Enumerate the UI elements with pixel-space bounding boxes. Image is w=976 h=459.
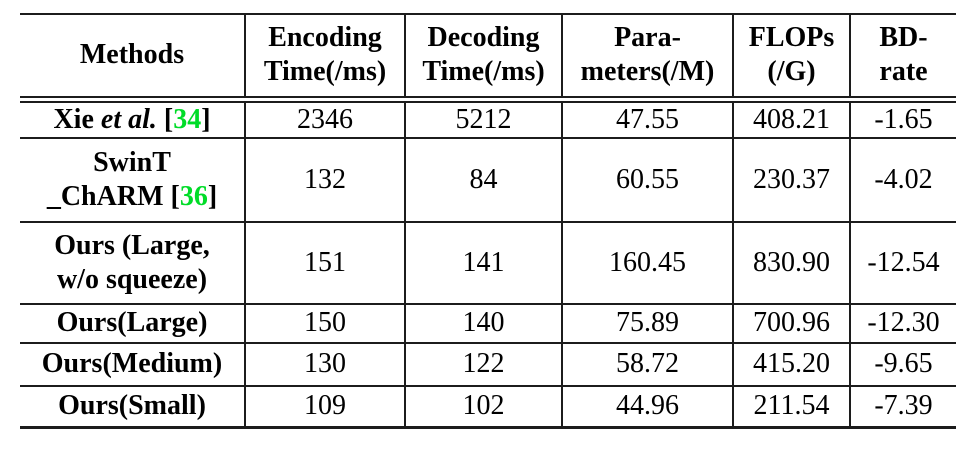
method-name: Xie	[53, 103, 94, 135]
col-header-flops: FLOPs (/G)	[733, 13, 851, 103]
value-parameters: 60.55	[562, 138, 734, 224]
value-flops: 415.20	[733, 343, 851, 388]
method-cell-swint-charm: SwinT _ChARM [36]	[20, 138, 246, 224]
method-name: _ChARM	[46, 181, 171, 213]
value-bd-rate: -12.30	[850, 304, 956, 345]
col-header-line: meters(/M)	[580, 56, 715, 88]
table-row-swint-charm: SwinT _ChARM [36] 132 84 60.55 230.37 -4…	[20, 138, 956, 224]
value-decoding-time: 141	[405, 222, 563, 306]
method-cell-xie: Xie et al. [34]	[20, 99, 246, 140]
value-decoding-time: 5212	[405, 99, 563, 140]
col-header-line: Decoding	[427, 21, 540, 53]
results-table-container: Methods Encoding Time(/ms) Decoding Time…	[20, 13, 956, 429]
col-header-line: Encoding	[268, 21, 382, 53]
value-decoding-time: 122	[405, 343, 563, 388]
value-bd-rate: -7.39	[850, 386, 956, 429]
value-parameters: 160.45	[562, 222, 734, 306]
table-row-ours-large: Ours(Large) 150 140 75.89 700.96 -12.30	[20, 304, 956, 345]
header-row: Methods Encoding Time(/ms) Decoding Time…	[20, 13, 956, 103]
col-header-line: Time(/ms)	[422, 56, 545, 88]
value-decoding-time: 102	[405, 386, 563, 429]
value-bd-rate: -12.54	[850, 222, 956, 306]
method-cell-ours-large: Ours(Large)	[20, 304, 246, 345]
col-header-line: Time(/ms)	[263, 56, 387, 88]
method-line: w/o squeeze)	[56, 264, 208, 296]
method-cell-ours-small: Ours(Small)	[20, 386, 246, 429]
col-header-parameters: Para- meters(/M)	[562, 13, 734, 103]
value-encoding-time: 130	[245, 343, 406, 388]
col-header-encoding-time: Encoding Time(/ms)	[245, 13, 406, 103]
table-row-ours-small: Ours(Small) 109 102 44.96 211.54 -7.39	[20, 386, 956, 429]
col-header-line: Para-	[614, 21, 681, 53]
col-header-bd-rate: BD- rate	[850, 13, 956, 103]
col-header-line: BD-	[879, 21, 928, 53]
citation-bracket: [	[170, 181, 180, 213]
value-flops: 700.96	[733, 304, 851, 345]
value-encoding-time: 132	[245, 138, 406, 224]
col-header-line: FLOPs	[748, 21, 835, 53]
citation-bracket: ]	[207, 181, 218, 213]
value-bd-rate: -4.02	[850, 138, 956, 224]
value-decoding-time: 140	[405, 304, 563, 345]
col-header-methods-label: Methods	[79, 38, 185, 70]
value-parameters: 47.55	[562, 99, 734, 140]
value-bd-rate: -1.65	[850, 99, 956, 140]
citation-link-34[interactable]: 34	[173, 103, 202, 135]
method-cell-ours-medium: Ours(Medium)	[20, 343, 246, 388]
method-line: Ours (Large,	[54, 229, 210, 261]
table-row-ours-large-wo-squeeze: Ours (Large, w/o squeeze) 151 141 160.45…	[20, 222, 956, 306]
results-table: Methods Encoding Time(/ms) Decoding Time…	[20, 13, 956, 429]
citation-bracket: ]	[201, 103, 211, 135]
value-encoding-time: 150	[245, 304, 406, 345]
value-encoding-time: 2346	[245, 99, 406, 140]
value-decoding-time: 84	[405, 138, 563, 224]
method-cell-ours-large-wo-squeeze: Ours (Large, w/o squeeze)	[20, 222, 246, 306]
table-row-ours-medium: Ours(Medium) 130 122 58.72 415.20 -9.65	[20, 343, 956, 388]
method-line: SwinT	[93, 146, 171, 178]
value-flops: 230.37	[733, 138, 851, 224]
method-etal: et al.	[93, 103, 164, 135]
method-line: _ChARM [36]	[24, 180, 240, 215]
citation-bracket: [	[163, 103, 174, 135]
value-parameters: 58.72	[562, 343, 734, 388]
col-header-decoding-time: Decoding Time(/ms)	[405, 13, 563, 103]
col-header-methods: Methods	[20, 13, 246, 103]
value-flops: 408.21	[733, 99, 851, 140]
value-encoding-time: 151	[245, 222, 406, 306]
value-encoding-time: 109	[245, 386, 406, 429]
col-header-line: (/G)	[767, 56, 816, 88]
value-bd-rate: -9.65	[850, 343, 956, 388]
citation-link-36[interactable]: 36	[179, 181, 208, 213]
col-header-line: rate	[879, 56, 928, 88]
value-parameters: 44.96	[562, 386, 734, 429]
value-flops: 211.54	[733, 386, 851, 429]
table-row-xie: Xie et al. [34] 2346 5212 47.55 408.21 -…	[20, 99, 956, 140]
value-flops: 830.90	[733, 222, 851, 306]
value-parameters: 75.89	[562, 304, 734, 345]
